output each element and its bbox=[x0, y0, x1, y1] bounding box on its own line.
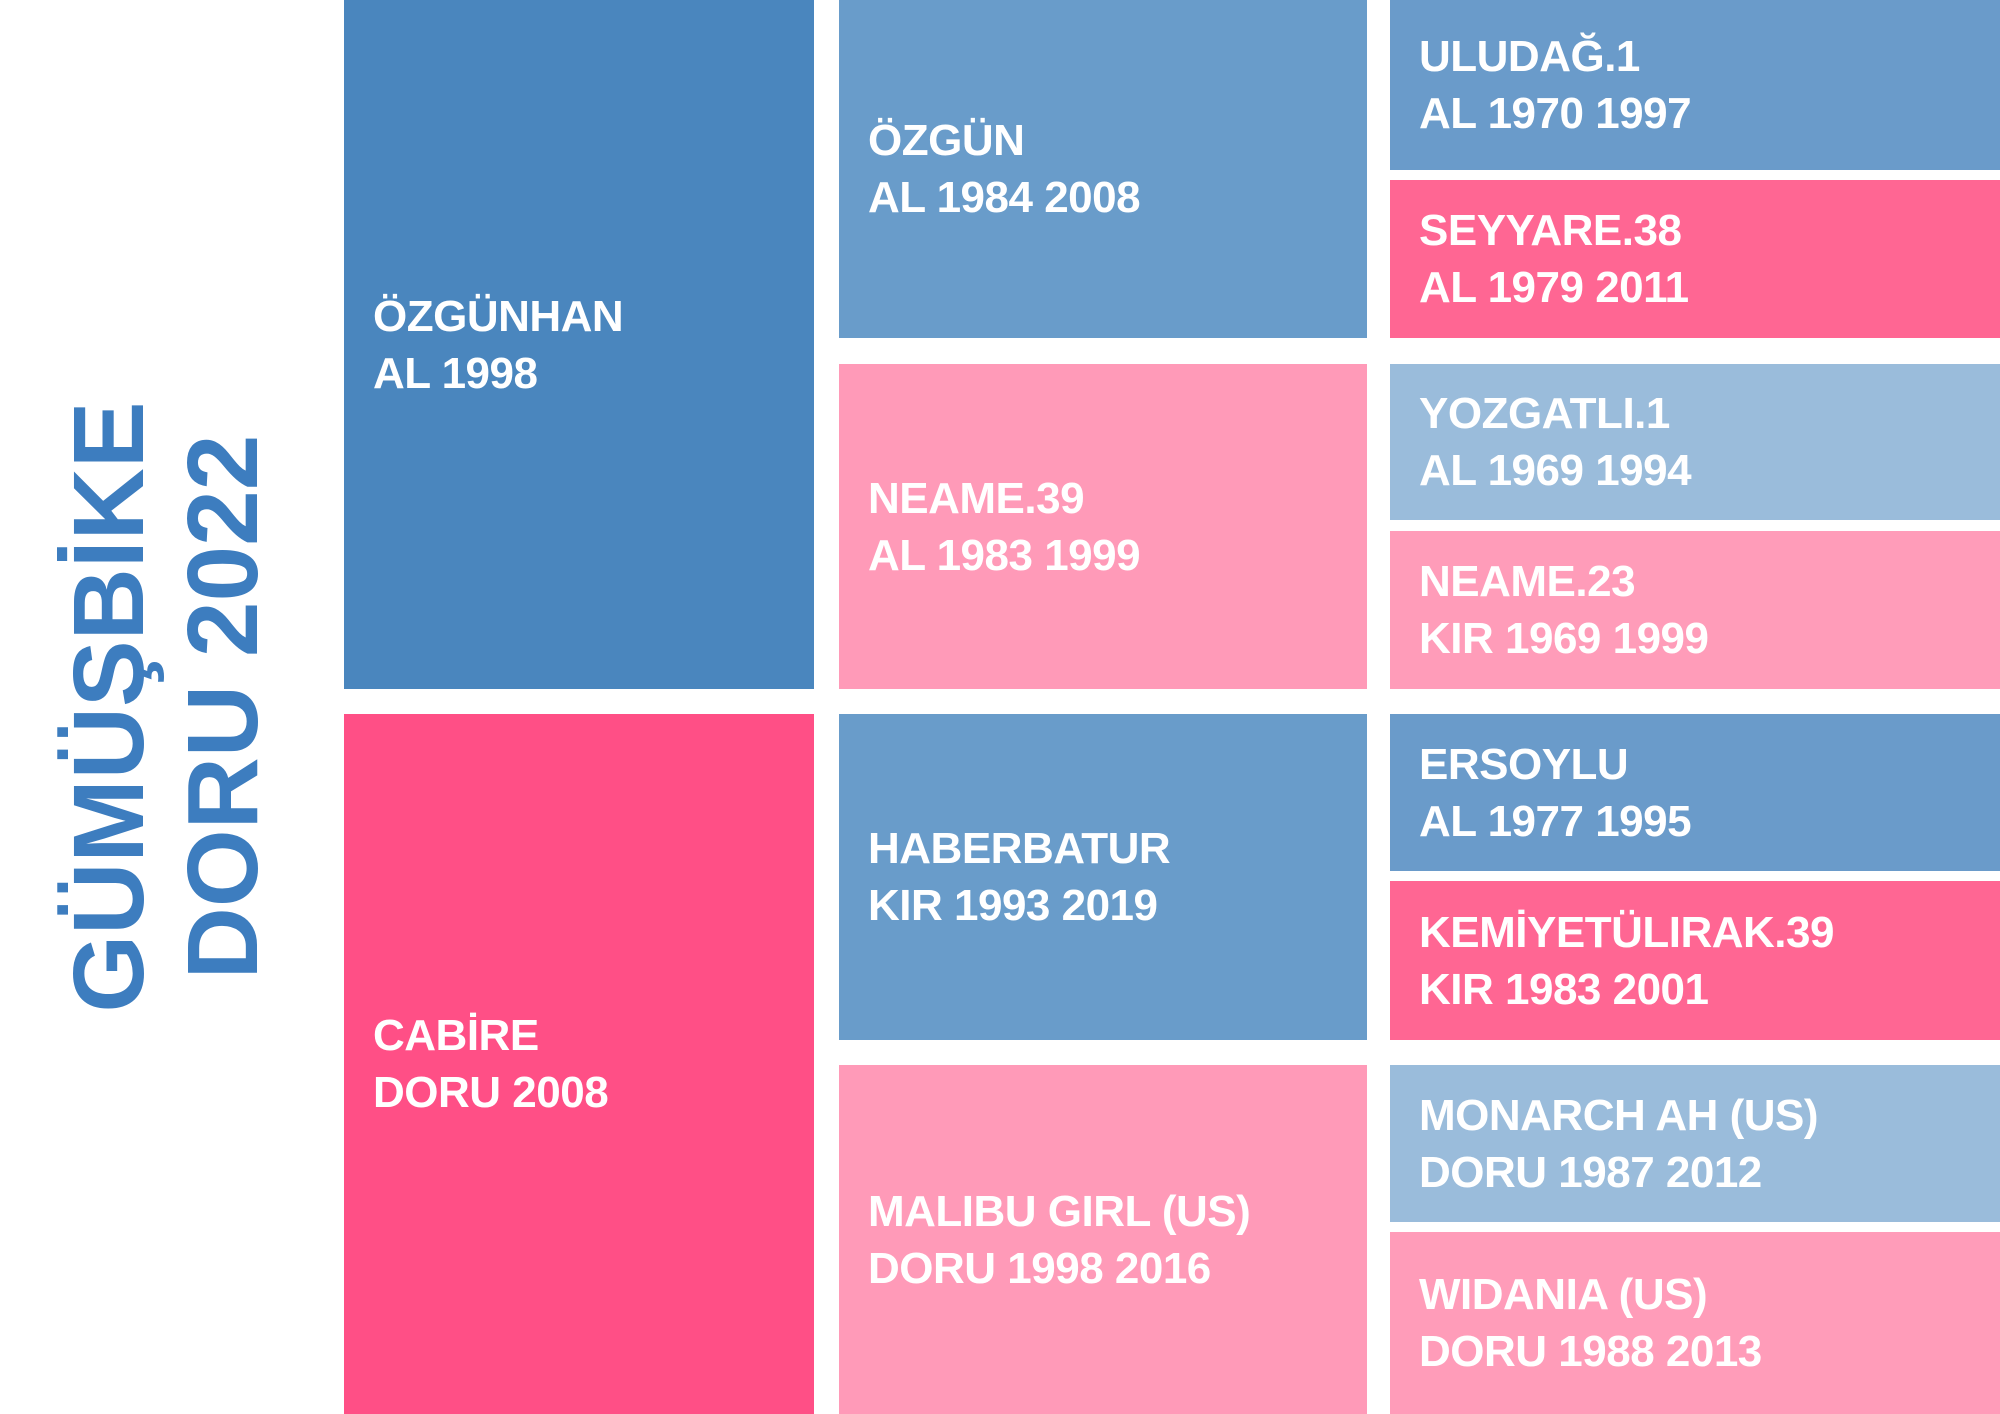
ancestor-name: NEAME.39 bbox=[868, 473, 1085, 523]
ancestor-name: KEMİYETÜLIRAK.39 bbox=[1419, 907, 1834, 957]
sire-details: AL 1998 bbox=[373, 348, 538, 398]
ancestor-name: YOZGATLI.1 bbox=[1419, 389, 1670, 438]
ancestor-box: KEMİYETÜLIRAK.39 KIR 1983 2001 bbox=[1390, 881, 2000, 1040]
ancestor-details: AL 1969 1994 bbox=[1419, 446, 1692, 495]
ancestor-details: DORU 1988 2013 bbox=[1419, 1327, 1762, 1376]
ancestor-box: NEAME.39 AL 1983 1999 bbox=[839, 364, 1367, 689]
horse-details: DORU 2022 bbox=[167, 434, 279, 980]
ancestor-box: ÖZGÜN AL 1984 2008 bbox=[839, 0, 1367, 338]
ancestor-box: MONARCH AH (US) DORU 1987 2012 bbox=[1390, 1065, 2000, 1222]
horse-name: GÜMÜŞBİKE bbox=[53, 401, 165, 1013]
ancestor-details: DORU 1998 2016 bbox=[868, 1243, 1211, 1293]
ancestor-name: NEAME.23 bbox=[1419, 557, 1636, 606]
sire-box: ÖZGÜNHAN AL 1998 bbox=[344, 0, 814, 689]
ancestor-details: AL 1979 2011 bbox=[1419, 263, 1689, 312]
ancestor-details: AL 1983 1999 bbox=[868, 530, 1141, 580]
ancestor-name: SEYYARE.38 bbox=[1419, 206, 1682, 255]
ancestor-box: ULUDAĞ.1 AL 1970 1997 bbox=[1390, 0, 2000, 170]
ancestor-details: AL 1970 1997 bbox=[1419, 89, 1692, 138]
ancestor-box: SEYYARE.38 AL 1979 2011 bbox=[1390, 180, 2000, 338]
ancestor-details: KIR 1983 2001 bbox=[1419, 964, 1709, 1014]
ancestor-box: WIDANIA (US) DORU 1988 2013 bbox=[1390, 1232, 2000, 1414]
ancestor-name: ERSOYLU bbox=[1419, 739, 1629, 789]
ancestor-details: KIR 1969 1999 bbox=[1419, 614, 1709, 663]
ancestor-details: AL 1977 1995 bbox=[1419, 796, 1692, 846]
ancestor-name: HABERBATUR bbox=[868, 824, 1171, 873]
sire-name: ÖZGÜNHAN bbox=[373, 291, 624, 341]
dam-box: CABİRE DORU 2008 bbox=[344, 714, 814, 1414]
ancestor-details: AL 1984 2008 bbox=[868, 173, 1141, 222]
ancestor-name: ÖZGÜN bbox=[868, 116, 1025, 165]
ancestor-details: KIR 1993 2019 bbox=[868, 881, 1158, 930]
ancestor-name: ULUDAĞ.1 bbox=[1419, 32, 1640, 81]
ancestor-box: MALIBU GIRL (US) DORU 1998 2016 bbox=[839, 1065, 1367, 1414]
ancestor-name: MONARCH AH (US) bbox=[1419, 1090, 1819, 1140]
dam-name: CABİRE bbox=[373, 1011, 539, 1060]
dam-details: DORU 2008 bbox=[373, 1068, 609, 1117]
ancestor-details: DORU 1987 2012 bbox=[1419, 1147, 1762, 1197]
ancestor-name: MALIBU GIRL (US) bbox=[868, 1186, 1251, 1236]
horse-title: GÜMÜŞBİKE DORU 2022 bbox=[52, 401, 280, 1012]
ancestor-name: WIDANIA (US) bbox=[1419, 1270, 1708, 1319]
ancestor-box: HABERBATUR KIR 1993 2019 bbox=[839, 714, 1367, 1040]
ancestor-box: ERSOYLU AL 1977 1995 bbox=[1390, 714, 2000, 871]
ancestor-box: NEAME.23 KIR 1969 1999 bbox=[1390, 531, 2000, 689]
ancestor-box: YOZGATLI.1 AL 1969 1994 bbox=[1390, 364, 2000, 520]
